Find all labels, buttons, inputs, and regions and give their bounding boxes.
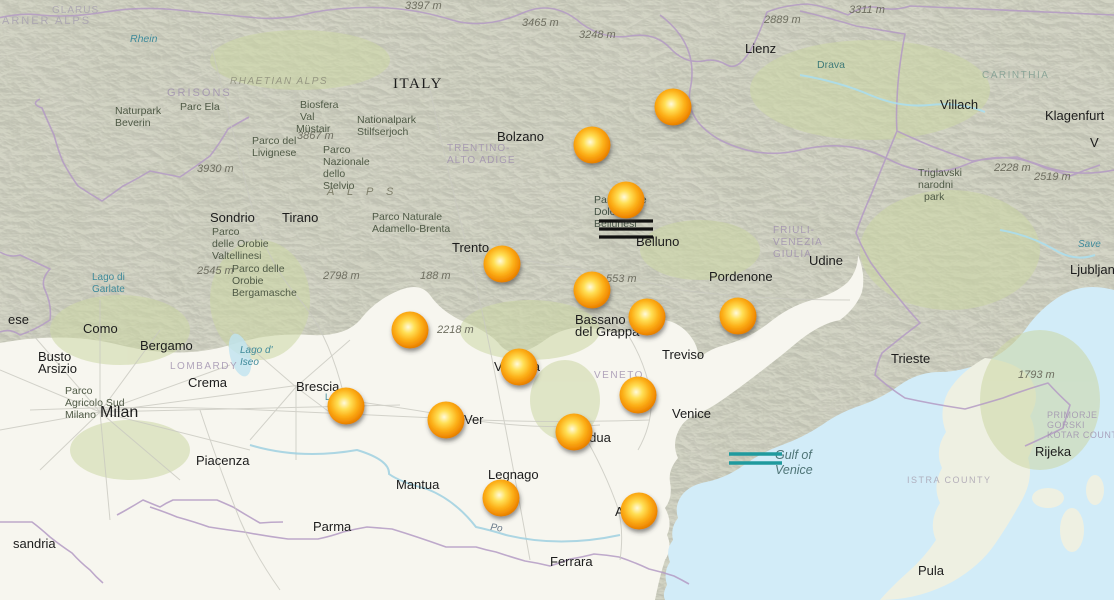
svg-text:Po: Po [490,522,504,535]
svg-text:ITALY: ITALY [393,76,443,92]
svg-text:553 m: 553 m [606,273,637,285]
svg-text:narodni: narodni [918,179,953,191]
svg-text:KOTAR COUNTY: KOTAR COUNTY [1047,430,1114,440]
svg-text:Stilfserjoch: Stilfserjoch [357,126,409,138]
svg-text:Venice: Venice [775,463,813,477]
svg-text:Lago di: Lago di [92,272,125,283]
svg-text:Trieste: Trieste [891,351,930,366]
svg-text:Crema: Crema [188,375,228,390]
svg-text:3465 m: 3465 m [522,17,559,29]
svg-text:1793 m: 1793 m [1018,369,1055,381]
svg-text:dello: dello [323,168,345,180]
svg-text:FRIULI-: FRIULI- [773,225,815,236]
svg-text:Valtellinesi: Valtellinesi [212,250,261,262]
svg-text:RHAETIAN ALPS: RHAETIAN ALPS [230,76,328,87]
svg-text:2798 m: 2798 m [322,270,360,282]
svg-text:GRISONS: GRISONS [167,87,232,99]
svg-text:delle Orobie: delle Orobie [212,238,269,250]
svg-text:Livignese: Livignese [252,147,297,159]
svg-text:Brescia: Brescia [296,379,340,394]
svg-text:Rhein: Rhein [130,33,158,45]
svg-text:Ljubljana: Ljubljana [1070,262,1114,277]
svg-text:Mantua: Mantua [396,477,440,492]
svg-text:Treviso: Treviso [662,347,704,362]
svg-text:VENEZIA: VENEZIA [773,237,823,248]
svg-text:Nationalpark: Nationalpark [357,114,417,126]
svg-text:Adamello-Brenta: Adamello-Brenta [372,223,450,235]
svg-text:TRENTINO-: TRENTINO- [447,143,510,154]
svg-text:2218 m: 2218 m [436,324,474,336]
svg-text:2228 m: 2228 m [993,162,1031,174]
svg-text:Pordenone: Pordenone [709,269,773,284]
svg-text:Parco Naturale: Parco Naturale [372,211,442,223]
svg-text:Parco: Parco [65,385,93,397]
svg-text:Lago d': Lago d' [240,345,274,356]
svg-text:Save: Save [1078,239,1101,250]
svg-text:ALTO ADIGE: ALTO ADIGE [447,155,516,166]
svg-text:PRIMORJE: PRIMORJE [1047,410,1098,420]
svg-text:ISTRA COUNTY: ISTRA COUNTY [907,475,992,485]
svg-text:Triglavski: Triglavski [918,167,962,179]
svg-text:3397 m: 3397 m [405,0,442,12]
svg-text:Parco: Parco [323,144,351,156]
svg-text:Milano: Milano [65,409,96,421]
svg-text:Iseo: Iseo [240,357,259,368]
svg-text:Orobie: Orobie [232,275,264,287]
svg-text:Müstair: Müstair [296,123,331,135]
svg-text:2519 m: 2519 m [1033,171,1071,183]
svg-text:sandria: sandria [13,536,56,551]
svg-text:Como: Como [83,321,118,336]
svg-text:Rijeka: Rijeka [1035,444,1072,459]
svg-text:Val: Val [300,111,314,123]
svg-text:Pula: Pula [918,563,945,578]
svg-text:Nazionale: Nazionale [323,156,370,168]
svg-text:3930 m: 3930 m [197,163,234,175]
svg-text:GIULIA: GIULIA [773,249,812,260]
svg-text:Legnago: Legnago [488,467,539,482]
svg-text:Bolzano: Bolzano [497,129,544,144]
svg-text:Beverin: Beverin [115,117,151,129]
svg-text:Bergamo: Bergamo [140,338,193,353]
svg-text:Udine: Udine [809,253,843,268]
svg-text:3248 m: 3248 m [579,29,616,41]
svg-text:Villach: Villach [940,97,978,112]
svg-text:Lienz: Lienz [745,41,776,56]
svg-text:V: V [1090,135,1099,150]
svg-text:ARNER ALPS: ARNER ALPS [2,15,91,27]
svg-text:Milan: Milan [100,404,138,421]
svg-text:del Grappa: del Grappa [575,324,640,339]
svg-text:2889 m: 2889 m [763,14,801,26]
svg-text:Ferrara: Ferrara [550,554,593,569]
svg-text:3311 m: 3311 m [849,4,885,16]
svg-text:Klagenfurt: Klagenfurt [1045,108,1105,123]
svg-text:Sondrio: Sondrio [210,210,255,225]
svg-text:Venice: Venice [672,406,711,421]
svg-text:188 m: 188 m [420,270,451,282]
svg-text:Tirano: Tirano [282,210,318,225]
svg-text:Piacenza: Piacenza [196,453,250,468]
svg-text:GORSKI: GORSKI [1047,420,1085,430]
svg-text:2545 m: 2545 m [196,265,234,277]
svg-text:Parco: Parco [212,226,240,238]
svg-text:Parma: Parma [313,519,352,534]
svg-text:LOMBARDY: LOMBARDY [170,361,238,372]
svg-text:Trento: Trento [452,240,489,255]
svg-text:Parco delle: Parco delle [232,263,285,275]
svg-text:Arsizio: Arsizio [38,361,77,376]
svg-text:Parc Ela: Parc Ela [180,101,220,113]
svg-text:Stelvio: Stelvio [323,180,355,192]
svg-text:Biosfera: Biosfera [300,99,339,111]
svg-text:ese: ese [8,312,29,327]
svg-text:Drava: Drava [817,59,845,71]
svg-text:Ver: Ver [464,412,484,427]
svg-text:Bergamasche: Bergamasche [232,287,297,299]
svg-text:park: park [924,191,945,203]
svg-text:Naturpark: Naturpark [115,105,162,117]
svg-text:CARINTHIA: CARINTHIA [982,70,1049,81]
svg-text:Garlate: Garlate [92,284,125,295]
svg-text:Parco del: Parco del [252,135,296,147]
